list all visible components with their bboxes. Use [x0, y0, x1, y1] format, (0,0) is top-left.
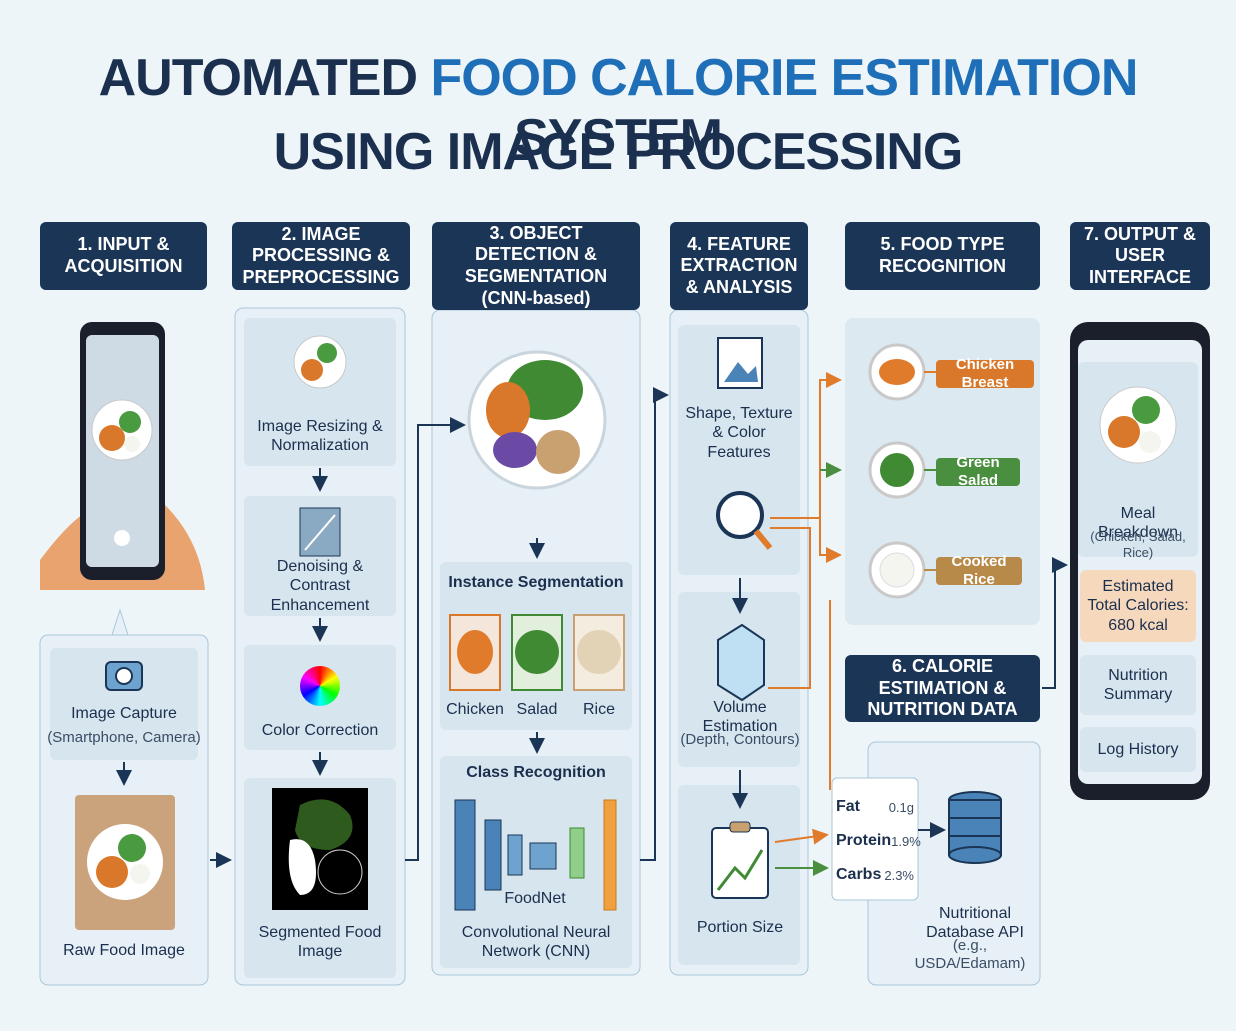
icon-shape: [515, 630, 559, 674]
icon-shape: [1132, 396, 1160, 424]
nutrient-row: Fat 0.1g: [836, 790, 914, 824]
icon-shape: [318, 850, 362, 894]
icon-shape: [879, 359, 915, 385]
icon-shape: [508, 835, 522, 875]
color-wheel-icon: [300, 666, 340, 706]
step-label: Raw Food Image: [50, 938, 198, 964]
segment-label: Chicken: [445, 698, 505, 722]
column-header: 3. OBJECT DETECTION & SEGMENTATION(CNN-b…: [432, 222, 640, 310]
header-text: 3. OBJECT DETECTION & SEGMENTATION: [440, 223, 632, 288]
connector-or-icon: [718, 625, 764, 700]
connector-or-icon: [640, 395, 665, 860]
connector-or-icon: [112, 610, 128, 635]
icon-shape: [536, 430, 580, 474]
connector-or-icon: [820, 518, 838, 555]
step-label: Volume Estimation: [678, 705, 802, 729]
nutrient-name: Carbs: [836, 866, 881, 884]
step-label: Instance Segmentation: [440, 570, 632, 596]
database-note: (e.g., USDA/Edamam): [900, 944, 1040, 966]
icon-shape: [530, 843, 556, 869]
icon-shape: [96, 856, 128, 888]
step-label: Image Resizing & Normalization: [248, 412, 392, 460]
column-header: 6. CALORIE ESTIMATION & NUTRITION DATA: [845, 655, 1040, 722]
nutrient-value: 2.3%: [884, 868, 914, 883]
icon-shape: [317, 343, 337, 363]
step-label: Image Capture: [50, 702, 198, 726]
step-note: (Depth, Contours): [678, 729, 802, 751]
food-label: Chicken Breast: [936, 360, 1034, 388]
segment-label: Rice: [569, 698, 629, 722]
step-note: (Smartphone, Camera): [44, 726, 204, 750]
title-highlight: FOOD CALORIE ESTIMATION: [430, 49, 1137, 107]
title-part: AUTOMATED: [99, 49, 417, 107]
icon-shape: [130, 864, 150, 884]
column-header: 2. IMAGE PROCESSING & PREPROCESSING: [232, 222, 410, 290]
icon-shape: [116, 668, 132, 684]
step-label: Shape, Texture & Color Features: [680, 408, 798, 458]
icon-shape: [124, 436, 140, 452]
output-note: (Chicken, Salad, Rice): [1078, 534, 1198, 556]
step-label: Color Correction: [248, 718, 392, 744]
nutrient-name: Fat: [836, 798, 860, 816]
icon-shape: [87, 824, 163, 900]
icon-shape: [493, 432, 537, 468]
icon-shape: [880, 553, 914, 587]
column-header: 1. INPUT & ACQUISITION: [40, 222, 207, 290]
step-label: Segmented Food Image: [248, 918, 392, 966]
icon-shape: [577, 630, 621, 674]
step-label: Portion Size: [678, 915, 802, 941]
food-label: Green Salad: [936, 458, 1020, 486]
icon-shape: [570, 828, 584, 878]
food-label: Cooked Rice: [936, 557, 1022, 585]
output-item: Nutrition Summary: [1084, 658, 1192, 712]
icon-shape: [486, 382, 530, 438]
nutrient-name: Protein: [836, 832, 891, 850]
subtitle: USING IMAGE PROCESSING: [0, 122, 1236, 182]
page: AUTOMATED FOOD CALORIE ESTIMATION SYSTEM…: [0, 0, 1236, 1031]
step-label: Denoising & Contrast Enhancement: [248, 562, 392, 610]
icon-shape: [114, 530, 130, 546]
icon-shape: [1108, 416, 1140, 448]
icon-shape: [455, 800, 475, 910]
nutrient-value: 1.9%: [891, 834, 921, 849]
calorie-total: Estimated Total Calories: 680 kcal: [1084, 576, 1192, 636]
icon-shape: [301, 359, 323, 381]
nutrient-value: 0.1g: [889, 800, 914, 815]
model-label: FoodNet: [500, 888, 570, 910]
step-label: Class Recognition: [440, 760, 632, 786]
header-note: (CNN-based): [481, 288, 590, 310]
icon-shape: [730, 822, 750, 832]
column-header: 7. OUTPUT & USER INTERFACE: [1070, 222, 1210, 290]
icon-shape: [457, 630, 493, 674]
segment-label: Salad: [507, 698, 567, 722]
icon-shape: [294, 336, 346, 388]
column-header: 5. FOOD TYPE RECOGNITION: [845, 222, 1040, 290]
step-label: Convolutional Neural Network (CNN): [440, 918, 632, 966]
icon-shape: [604, 800, 616, 910]
connector-or-icon: [1042, 565, 1064, 688]
icon-shape: [718, 493, 762, 537]
icon-shape: [949, 847, 1001, 863]
icon-shape: [119, 411, 141, 433]
icon-shape: [99, 425, 125, 451]
icon-shape: [1139, 431, 1161, 453]
icon-shape: [485, 820, 501, 890]
icon-shape: [118, 834, 146, 862]
output-item: Log History: [1084, 729, 1192, 771]
column-header: 4. FEATURE EXTRACTION & ANALYSIS: [670, 222, 808, 310]
icon-shape: [880, 453, 914, 487]
